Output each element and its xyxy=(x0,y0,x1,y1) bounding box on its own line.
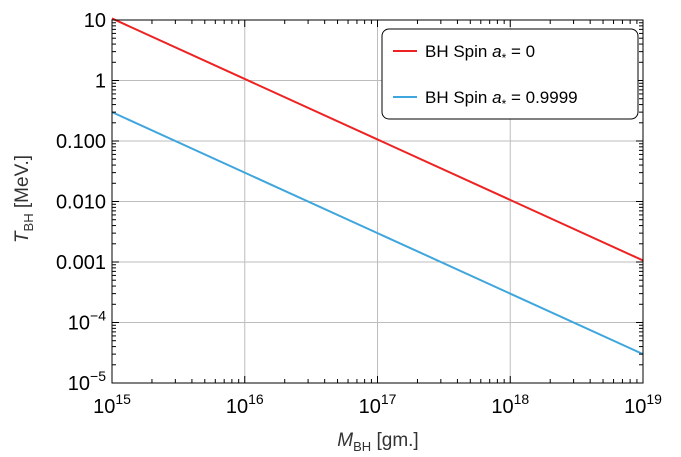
legend-value: = 0.9999 xyxy=(506,88,577,107)
legend-prefix: BH Spin xyxy=(425,42,487,61)
x-tick-label: 1017 xyxy=(359,391,397,418)
y-tick-label: 0.010 xyxy=(56,192,106,214)
y-tick-label: 1 xyxy=(95,71,106,93)
legend-sub: * xyxy=(502,51,507,65)
legend-entry-blue: BH Spin a* = 0.9999 xyxy=(393,88,578,111)
series-layer xyxy=(111,17,644,356)
legend: BH Spin a* = 0 BH Spin a* = 0.9999 xyxy=(381,28,639,120)
x-axis-symbol: M xyxy=(337,430,353,451)
x-tick-label: 1015 xyxy=(93,391,131,418)
legend-var: a xyxy=(492,88,501,107)
legend-value: = 0 xyxy=(506,42,535,61)
y-tick-label: 0.100 xyxy=(56,131,106,153)
y-axis-title: TBH [MeV.] xyxy=(12,155,36,243)
x-tick-labels: 1015 1016 1017 1018 1019 xyxy=(93,391,662,418)
x-tick-label: 1018 xyxy=(491,391,529,418)
y-tick-labels: 10 1 0.100 0.010 0.001 10−4 10−5 xyxy=(56,10,106,395)
x-tick-label: 1016 xyxy=(226,391,264,418)
x-axis-unit: [gm.] xyxy=(376,430,418,451)
ticks xyxy=(111,19,644,384)
y-tick-label: 0.001 xyxy=(56,252,106,274)
legend-var: a xyxy=(492,42,501,61)
y-axis-subscript: BH xyxy=(21,213,36,231)
y-tick-label: 10−4 xyxy=(68,308,106,335)
y-axis-symbol: T xyxy=(12,230,33,243)
legend-label-red: BH Spin a* = 0 xyxy=(425,42,535,65)
legend-sub: * xyxy=(502,97,507,111)
x-tick-label: 1019 xyxy=(624,391,662,418)
y-axis-unit: [MeV.] xyxy=(12,155,33,208)
legend-box xyxy=(381,28,639,120)
legend-label-blue: BH Spin a* = 0.9999 xyxy=(425,88,578,111)
x-axis-title: MBH [gm.] xyxy=(337,430,418,454)
legend-prefix: BH Spin xyxy=(425,88,487,107)
y-tick-label: 10 xyxy=(84,10,106,32)
legend-entry-red: BH Spin a* = 0 xyxy=(393,42,535,65)
y-tick-label: 10−5 xyxy=(68,368,106,395)
x-axis-subscript: BH xyxy=(353,439,371,454)
series-line-spin-0.9999 xyxy=(111,111,644,356)
series-line-spin-0 xyxy=(111,17,644,262)
